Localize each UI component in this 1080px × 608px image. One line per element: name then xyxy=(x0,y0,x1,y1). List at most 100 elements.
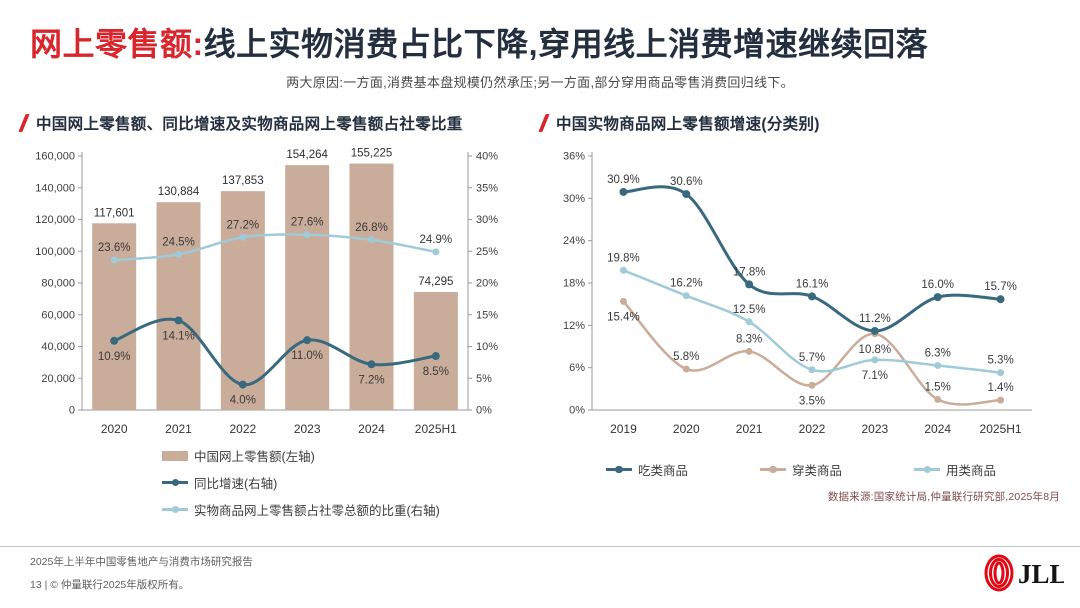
data-point-marker xyxy=(934,362,942,370)
data-label: 15.7% xyxy=(984,281,1017,293)
line-series xyxy=(621,185,1003,333)
right-chart-title-text: 中国实物商品网上零售额增速(分类别) xyxy=(556,116,820,133)
data-label: 12.5% xyxy=(733,304,766,316)
data-label: 5.3% xyxy=(987,355,1013,367)
data-point-marker xyxy=(871,356,879,364)
jll-logo-graphic: JLL xyxy=(984,554,1068,592)
legend-item: 吃类商品 xyxy=(605,460,688,479)
data-source-note: 数据来源:国家统计局,仲量联行研究部,2025年8月 xyxy=(827,491,1060,503)
data-label: 3.5% xyxy=(799,395,825,407)
x-axis-tick-label: 2023 xyxy=(862,422,889,436)
data-point-marker xyxy=(303,231,311,239)
data-label: 10.9% xyxy=(98,351,131,363)
legend-item: 中国网上零售额(左轴) xyxy=(162,446,522,465)
y-axis-tick-label: 160,000 xyxy=(35,151,75,163)
data-label: 7.1% xyxy=(862,370,888,382)
line-swatch-icon xyxy=(759,465,786,474)
y-axis-tick-label: 30% xyxy=(563,193,585,205)
data-point-marker xyxy=(174,316,183,325)
data-label: 11.0% xyxy=(291,350,323,362)
bar-value-label: 155,225 xyxy=(351,148,393,160)
data-label: 16.1% xyxy=(796,278,829,290)
x-axis-tick-label: 2024 xyxy=(924,422,951,436)
data-label: 8.5% xyxy=(423,366,449,378)
bar xyxy=(413,292,458,410)
page-title-keyword: 网上零售额: xyxy=(30,26,204,62)
right-chart-legend: 吃类商品 穿类商品 用类商品 xyxy=(540,460,1062,479)
bar xyxy=(92,223,137,410)
data-label: 6.3% xyxy=(925,348,951,360)
footer-divider xyxy=(0,546,1080,547)
data-point-marker xyxy=(110,256,118,264)
y-axis-tick-label: 0 xyxy=(69,405,75,417)
x-axis-tick-label: 2020 xyxy=(101,422,128,436)
data-point-marker xyxy=(808,292,816,301)
bar-value-label: 130,884 xyxy=(158,186,200,198)
y-axis-tick-label: 25% xyxy=(476,246,498,258)
jll-logo-text: JLL xyxy=(1018,559,1064,589)
left-chart-panel: 中国网上零售额、同比增速及实物商品网上零售额占社零比重 0 20,000 40,00… xyxy=(18,112,522,519)
left-chart-title: 中国网上零售额、同比增速及实物商品网上零售额占社零比重 xyxy=(18,112,522,134)
x-axis-tick-label: 2020 xyxy=(673,422,700,436)
y-axis-tick-label: 24% xyxy=(563,235,585,247)
x-axis-tick-label: 2021 xyxy=(165,422,192,436)
data-label: 16.2% xyxy=(670,278,703,290)
data-point-marker xyxy=(682,365,690,373)
data-point-marker xyxy=(870,326,879,335)
y-axis-tick-label: 35% xyxy=(476,182,498,194)
x-axis-tick-label: 2022 xyxy=(799,422,826,436)
data-point-marker xyxy=(745,280,754,289)
data-label: 10.8% xyxy=(859,344,892,356)
legend-item: 同比增速(右轴) xyxy=(162,473,522,492)
page-title: 网上零售额:线上实物消费占比下降,穿用线上消费增速继续回落 xyxy=(30,26,1050,63)
data-label: 19.8% xyxy=(607,252,640,264)
y-axis-tick-label: 6% xyxy=(569,362,585,374)
jll-logo: JLL xyxy=(982,551,1068,600)
legend-label: 吃类商品 xyxy=(637,464,688,478)
line-swatch-dot xyxy=(769,465,777,473)
x-axis-tick-label: 2022 xyxy=(229,422,256,436)
data-label: 27.2% xyxy=(227,219,260,231)
page-subtitle: 两大原因:一方面,消费基本盘规模仍然承压;另一方面,部分穿用商品零售消费回归线下… xyxy=(286,74,794,90)
legend-label: 中国网上零售额(左轴) xyxy=(194,450,315,464)
legend-item: 实物商品网上零售额占社零总额的比重(右轴) xyxy=(162,500,522,519)
x-axis-tick-label: 2025H1 xyxy=(980,422,1022,436)
x-axis-tick-label: 2024 xyxy=(358,422,385,436)
data-label: 26.8% xyxy=(355,222,388,234)
data-point-marker xyxy=(368,236,375,244)
y-axis-tick-label: 40,000 xyxy=(41,341,75,353)
red-slash-icon xyxy=(18,114,30,132)
line-swatch-dot xyxy=(615,465,623,473)
data-point-marker xyxy=(996,295,1005,304)
data-label: 1.4% xyxy=(987,382,1013,394)
data-label: 4.0% xyxy=(230,395,256,407)
data-point-marker xyxy=(175,250,182,258)
data-point-marker xyxy=(238,380,247,389)
y-axis-tick-label: 80,000 xyxy=(41,278,75,290)
left-chart-canvas: 0 20,000 40,000 60,000 80,000 100,000 120,000 1… xyxy=(35,148,498,436)
legend-label: 同比增速(右轴) xyxy=(194,477,278,491)
data-label: 1.5% xyxy=(925,381,951,393)
data-point-marker xyxy=(367,360,376,369)
x-axis-tick-label: 2023 xyxy=(294,422,321,436)
y-axis-tick-label: 20,000 xyxy=(41,373,75,385)
data-point-marker xyxy=(997,369,1005,377)
data-point-marker xyxy=(682,190,691,199)
y-axis-tick-label: 60,000 xyxy=(41,309,75,321)
data-point-marker xyxy=(933,293,942,302)
data-point-marker xyxy=(808,366,816,374)
data-point-marker xyxy=(619,297,627,305)
bar xyxy=(349,163,394,410)
line-swatch-icon xyxy=(162,505,188,514)
red-slash-icon xyxy=(538,114,550,132)
bar-value-label: 137,853 xyxy=(222,175,264,187)
y-axis-tick-label: 0% xyxy=(476,405,492,417)
right-chart-panel: 中国实物商品网上零售额增速(分类别) 0% 6% 12% 18% 24% 30% 36% 20… xyxy=(538,112,1062,504)
y-axis-tick-label: 100,000 xyxy=(35,246,75,258)
y-axis-tick-label: 10% xyxy=(476,341,498,353)
line-series xyxy=(112,233,438,262)
data-label: 16.0% xyxy=(921,279,954,291)
data-point-marker xyxy=(682,292,690,300)
line-swatch-dot xyxy=(171,505,179,513)
